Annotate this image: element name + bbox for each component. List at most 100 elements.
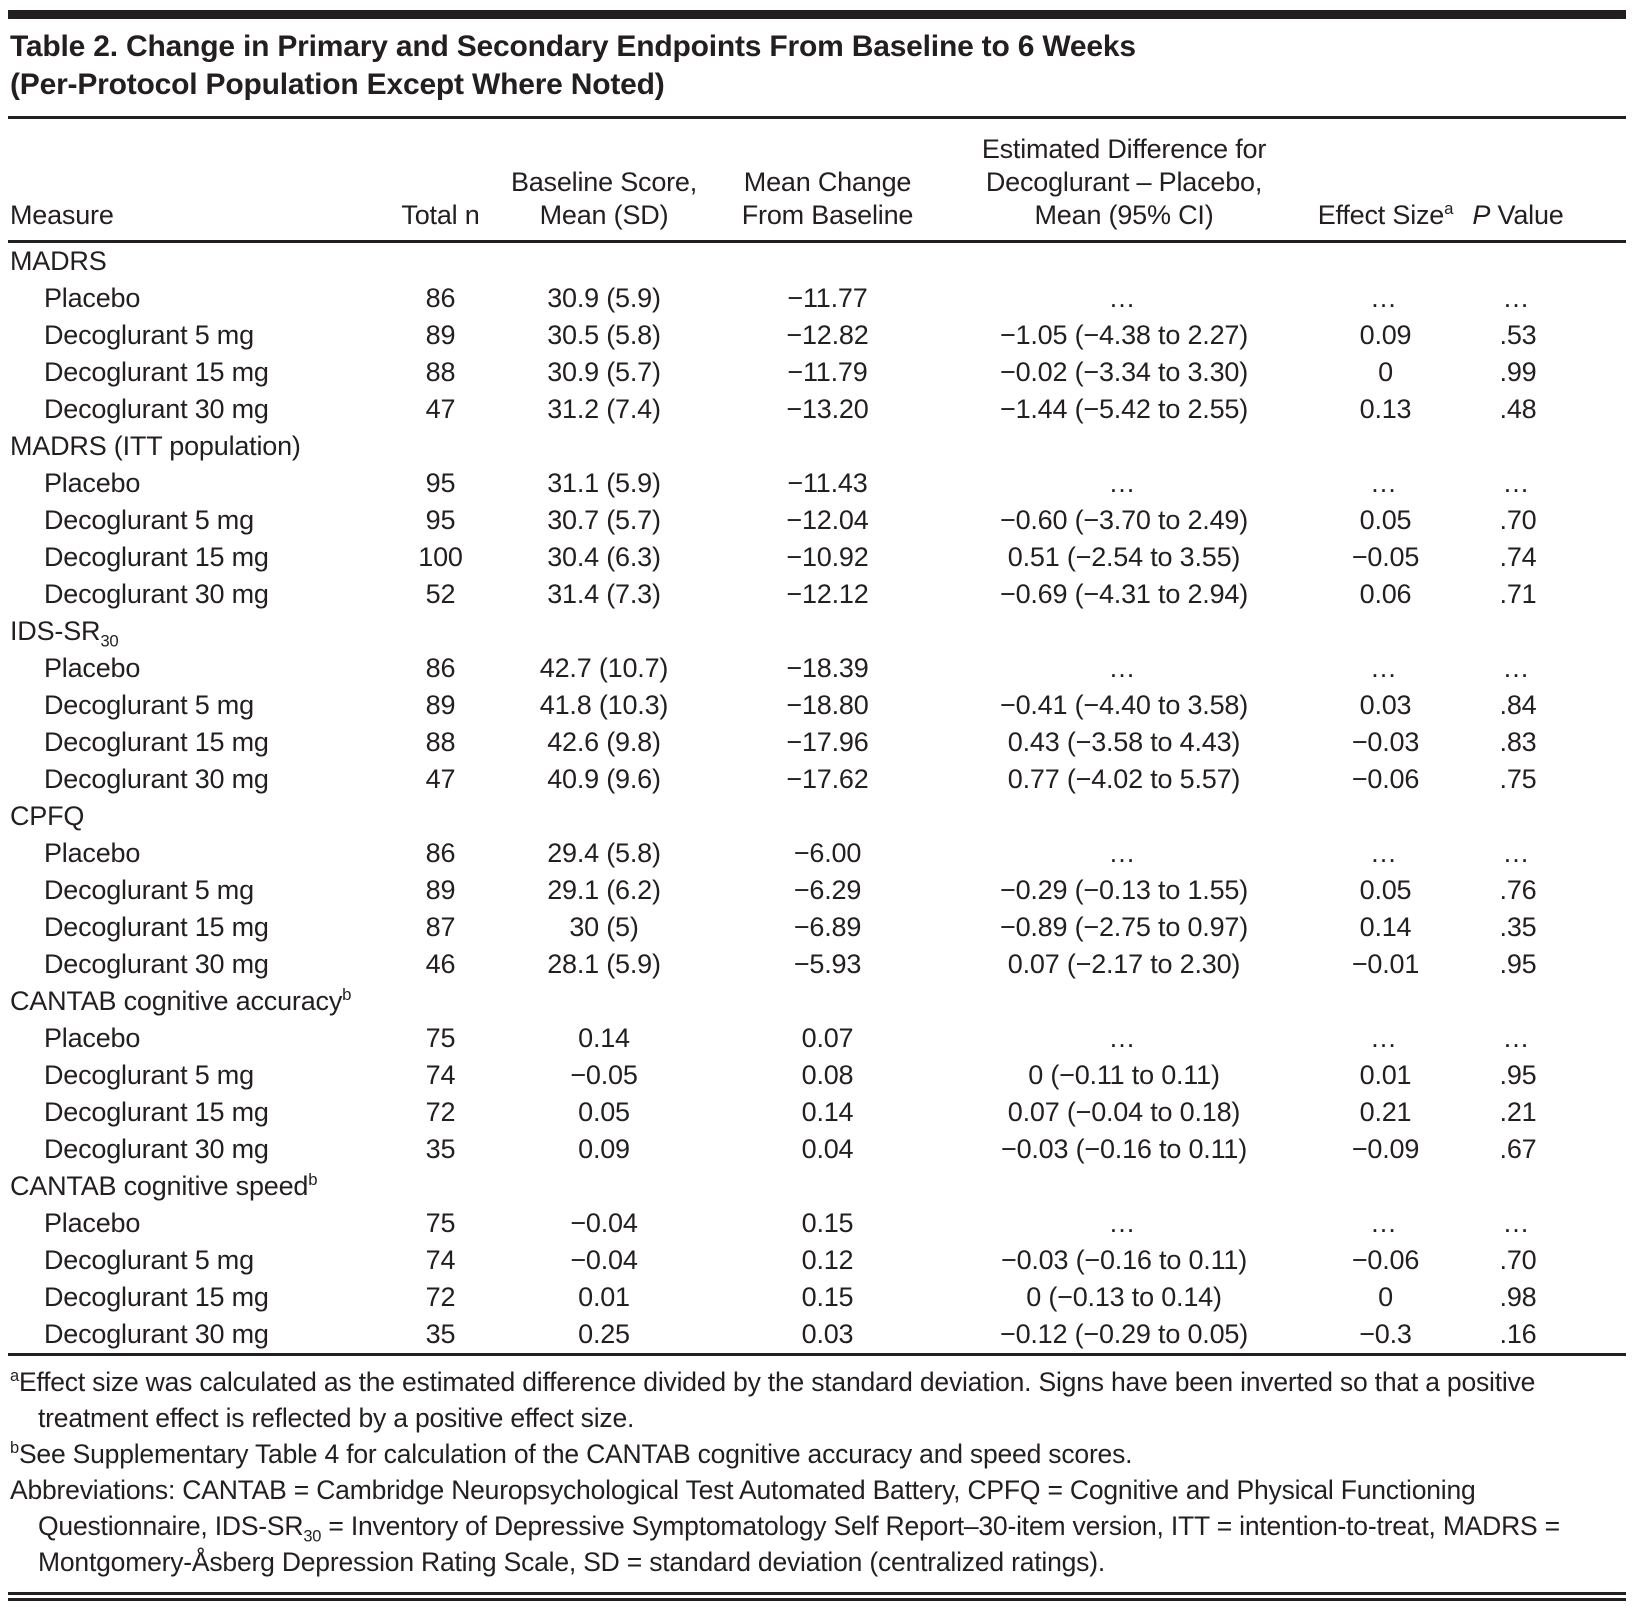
table-row: Decoglurant 30 mg 47 31.2 (7.4) −13.20 −1.44… [8,391,1626,428]
cell-estimated-difference: −0.03 (−0.16 to 0.11) [1001,1134,1247,1164]
cell-estimated-difference: 0.07 (−2.17 to 2.30) [1007,949,1241,979]
cell-total-n: 72 [425,1097,456,1127]
table-row: Decoglurant 30 mg 35 0.25 0.03 −0.12 (−0.29 … [8,1316,1626,1356]
cell-p-value: … [1502,1023,1534,1053]
cell-mean-change: 0.15 [801,1282,854,1312]
cell-baseline-score: 41.8 (10.3) [539,690,669,720]
cell-baseline-score: 30.5 (5.8) [547,320,661,350]
cell-p-value: … [1502,653,1534,683]
cell-p-value: .76 [1499,875,1537,905]
section-header-row: MADRS (ITT population) [8,428,1626,465]
cell-effect-size: 0.05 [1359,875,1412,905]
cell-measure: Placebo [44,1208,141,1238]
col-header-mean-change: Mean Change From Baseline [720,119,935,243]
cell-baseline-score: 0.05 [578,1097,630,1127]
cell-measure: Decoglurant 30 mg [44,1134,269,1164]
cell-baseline-score: 0.25 [488,1316,720,1356]
bottom-double-rule [8,1592,1626,1601]
section-header-row: CANTAB cognitive speedb [8,1168,1626,1205]
cell-total-n: 86 [425,283,456,313]
cell-mean-change: 0.12 [801,1245,854,1275]
cell-baseline-score: 0.14 [578,1023,630,1053]
cell-effect-size: 0.06 [1359,579,1412,609]
cell-estimated-difference: −0.12 (−0.29 to 0.05) [935,1316,1313,1356]
table-title-block: Table 2. Change in Primary and Secondary… [8,10,1626,119]
cell-p-value: .70 [1499,1245,1537,1275]
cell-total-n: 95 [425,505,456,535]
cell-measure: Decoglurant 5 mg [44,875,254,905]
cell-mean-change: −12.82 [786,320,869,350]
section-header-row: CPFQ [8,798,1626,835]
cell-estimated-difference: −0.02 (−3.34 to 3.30) [1000,357,1248,387]
cell-baseline-score: 31.4 (7.3) [547,579,661,609]
cell-estimated-difference: 0.51 (−2.54 to 3.55) [1007,542,1241,572]
cell-effect-size: 0.09 [1359,320,1412,350]
cell-p-value: .84 [1499,690,1537,720]
cell-effect-size: −0.06 [1351,764,1420,794]
cell-effect-size: 0.01 [1359,1060,1412,1090]
col-header-effect-size: Effect Sizea [1313,119,1458,243]
cell-total-n: 88 [425,727,456,757]
col-header-p-value: P Value [1458,119,1626,243]
col-header-baseline-score: Baseline Score, Mean (SD) [488,119,720,243]
section-label: CANTAB cognitive speedb [10,1170,318,1201]
cell-baseline-score: 30.7 (5.7) [547,505,661,535]
cell-measure: Decoglurant 30 mg [8,1316,393,1356]
cell-baseline-score: 28.1 (5.9) [547,949,661,979]
cell-mean-change: 0.07 [801,1023,854,1053]
header-line: Mean (95% CI) [1034,200,1214,230]
cell-mean-change: 0.15 [801,1208,854,1238]
table-title-line2: (Per-Protocol Population Except Where No… [10,68,665,101]
cell-total-n: 75 [425,1023,456,1053]
table-row: Decoglurant 15 mg 87 30 (5) −6.89 −0.89 (−2.… [8,909,1626,946]
cell-mean-change: 0.14 [801,1097,854,1127]
section-label: MADRS [10,246,107,276]
cell-mean-change: −11.43 [787,468,868,498]
header-line: Estimated Difference for [981,134,1267,164]
cell-baseline-score: −0.04 [570,1208,638,1238]
cell-total-n: 46 [425,949,456,979]
cell-estimated-difference: 0.43 (−3.58 to 4.43) [1007,727,1241,757]
section-label: CANTAB cognitive accuracyb [10,985,352,1016]
cell-total-n: 74 [425,1060,456,1090]
cell-measure: Placebo [44,468,141,498]
cell-effect-size: 0.14 [1359,912,1412,942]
cell-total-n: 89 [425,690,456,720]
cell-measure: Decoglurant 5 mg [44,320,254,350]
cell-baseline-score: 42.7 (10.7) [539,653,669,683]
cell-mean-change: −18.80 [786,690,869,720]
cell-mean-change: −11.79 [787,357,868,387]
table-row: Decoglurant 15 mg 100 30.4 (6.3) −10.92 0.51… [8,539,1626,576]
section-header-row: IDS-SR30 [8,613,1626,650]
cell-p-value: .67 [1499,1134,1537,1164]
cell-estimated-difference: 0 (−0.13 to 0.14) [1026,1282,1222,1312]
cell-estimated-difference: −1.44 (−5.42 to 2.55) [1000,394,1248,424]
cell-mean-change: −5.93 [793,949,862,979]
cell-estimated-difference: … [1108,1208,1140,1238]
cell-measure: Decoglurant 5 mg [44,505,254,535]
cell-baseline-score: 29.1 (6.2) [547,875,661,905]
header-line: Decoglurant – Placebo, [985,167,1263,197]
table-row: Placebo 86 29.4 (5.8) −6.00……… [8,835,1626,872]
cell-p-value: … [1502,468,1534,498]
table-header: Measure Total n Baseline Score, Mean (SD… [8,119,1626,243]
header-line: From Baseline [741,200,914,230]
cell-p-value: … [1502,838,1534,868]
cell-estimated-difference: … [1108,838,1140,868]
cell-measure: Decoglurant 30 mg [44,579,269,609]
table-row: Decoglurant 5 mg 95 30.7 (5.7) −12.04 −0.60 … [8,502,1626,539]
cell-mean-change: 0.08 [801,1060,854,1090]
cell-p-value: .74 [1499,542,1537,572]
cell-baseline-score: 30.9 (5.9) [547,283,661,313]
cell-p-value: .95 [1499,949,1537,979]
cell-p-value: .99 [1499,357,1537,387]
cell-measure: Decoglurant 15 mg [44,912,269,942]
footnote-b: bSee Supplementary Table 4 for calculati… [10,1439,1133,1469]
cell-measure: Placebo [44,838,141,868]
cell-baseline-score: 31.1 (5.9) [547,468,661,498]
cell-measure: Decoglurant 5 mg [44,1060,254,1090]
cell-mean-change: −13.20 [786,394,869,424]
cell-total-n: 100 [418,542,463,572]
table-row: Decoglurant 5 mg 89 41.8 (10.3) −18.80 −0.41… [8,687,1626,724]
